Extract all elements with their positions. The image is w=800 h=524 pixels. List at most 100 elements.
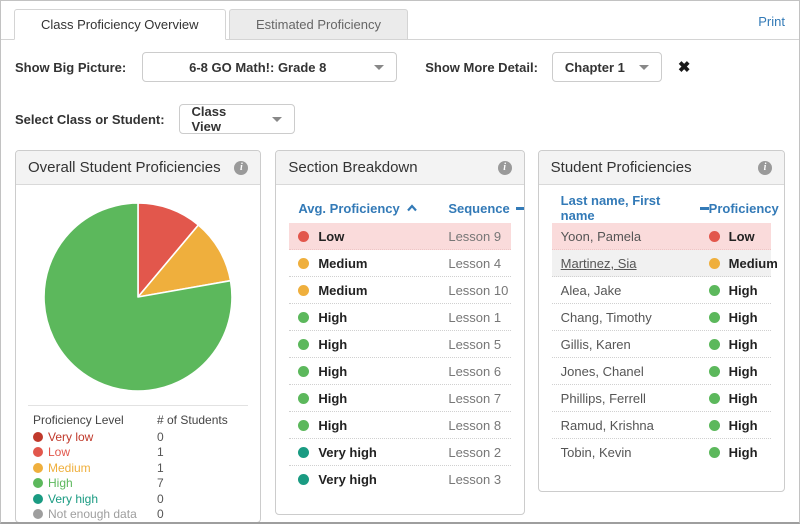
pie-slice-high[interactable] — [43, 202, 233, 392]
legend-count: 0 — [157, 429, 164, 444]
student-name-link[interactable]: Martinez, Sia — [560, 255, 637, 271]
sequence-label: Lesson 3 — [448, 472, 502, 487]
sequence-label: Lesson 2 — [448, 444, 502, 460]
table-row[interactable]: Very high Lesson 3 — [289, 466, 510, 493]
proficiency-label: Medium — [318, 282, 368, 298]
legend-item: Medium — [33, 461, 157, 475]
panel-title: Overall Student Proficiencies — [28, 159, 221, 176]
student-name-link[interactable]: Ramud, Krishna — [560, 417, 654, 433]
student-table-header: Last name, First name Proficiency — [552, 193, 779, 223]
more-detail-dropdown[interactable]: Chapter 1 — [551, 52, 662, 82]
proficiency-label: High — [318, 309, 348, 325]
table-row[interactable]: Yoon, Pamela Low — [551, 223, 771, 250]
student-name-link[interactable]: Phillips, Ferrell — [560, 390, 646, 406]
student-name-link[interactable]: Jones, Chanel — [560, 363, 644, 379]
table-row[interactable]: Medium Lesson 4 — [289, 250, 511, 277]
table-row[interactable]: High Lesson 1 — [289, 304, 511, 331]
more-detail-value: Chapter 1 — [564, 59, 625, 75]
student-name-cell: Alea, Jake — [561, 283, 709, 298]
table-row[interactable]: Alea, Jake High — [551, 277, 771, 304]
proficiency-cell: Medium — [708, 256, 778, 271]
student-name-cell: Gillis, Karen — [561, 337, 709, 352]
avg-proficiency-cell: Medium — [298, 256, 448, 271]
tab-class-proficiency-overview[interactable]: Class Proficiency Overview — [14, 9, 226, 40]
print-link[interactable]: Print — [758, 14, 785, 29]
table-row[interactable]: High Lesson 6 — [289, 358, 511, 385]
pie-slice-medium[interactable] — [137, 224, 232, 298]
big-picture-dropdown[interactable]: 6-8 GO Math!: Grade 8 — [142, 52, 398, 82]
legend-item: High — [33, 476, 157, 490]
high-dot — [298, 392, 310, 404]
high-dot — [298, 365, 310, 377]
proficiency-label: High — [728, 390, 758, 406]
big-picture-value: 6-8 GO Math!: Grade 8 — [189, 59, 327, 75]
legend-count: 0 — [157, 507, 164, 522]
legend-label: Very low — [48, 429, 94, 444]
legend-row: Not enough data 0 — [33, 507, 248, 523]
table-row[interactable]: Ramud, Krishna High — [551, 412, 771, 439]
tab-estimated-proficiency[interactable]: Estimated Proficiency — [228, 9, 408, 40]
proficiency-cell: High — [708, 390, 758, 406]
low-dot — [708, 230, 720, 242]
section-breakdown-panel: Section Breakdown i Avg. Proficiency Sequ… — [275, 150, 525, 515]
table-row[interactable]: High Lesson 8 — [289, 412, 511, 439]
legend-item: Very low — [33, 430, 157, 444]
class-student-label: Select Class or Student: — [15, 111, 165, 127]
pie-slice-low[interactable] — [137, 202, 200, 298]
avg-proficiency-cell: High — [298, 418, 448, 433]
student-name-link[interactable]: Tobin, Kevin — [560, 445, 632, 460]
clear-filter-icon[interactable]: ✖ — [677, 58, 691, 76]
info-icon[interactable]: i — [234, 160, 249, 175]
proficiency-label: High — [318, 363, 348, 379]
table-row[interactable]: High Lesson 5 — [289, 331, 511, 358]
section-table-body: Low Lesson 9 Medium Lesson 4 Medium Lesson 10… — [289, 223, 511, 493]
legend-count: 1 — [157, 460, 164, 475]
column-header-avg-proficiency[interactable]: Avg. Proficiency — [298, 201, 448, 216]
avg-proficiency-cell: High — [298, 391, 448, 406]
proficiency-cell: High — [708, 364, 758, 379]
table-row[interactable]: Very high Lesson 2 — [289, 439, 511, 466]
proficiency-cell: High — [708, 418, 758, 433]
table-row[interactable]: Gillis, Karen High — [551, 331, 771, 358]
high-dot — [33, 478, 43, 489]
table-row[interactable]: Medium Lesson 10 — [289, 277, 511, 304]
medium-dot — [298, 284, 310, 296]
sequence-label: Lesson 8 — [448, 417, 502, 433]
column-header-sequence[interactable]: Sequence — [448, 201, 524, 216]
legend-label: Low — [48, 445, 71, 460]
medium-dot — [708, 257, 720, 269]
panel-header: Overall Student Proficiencies i — [16, 151, 261, 185]
student-name-link[interactable]: Chang, Timothy — [560, 309, 652, 325]
proficiency-cell: High — [708, 445, 758, 460]
student-name-link[interactable]: Alea, Jake — [560, 282, 622, 298]
medium-dot — [33, 462, 43, 473]
high-dot — [708, 365, 720, 377]
student-name-cell: Phillips, Ferrell — [561, 391, 709, 406]
class-student-dropdown[interactable]: Class View — [178, 104, 295, 134]
proficiency-label: Low — [728, 228, 755, 244]
table-row[interactable]: Martinez, Sia Medium — [551, 250, 778, 277]
proficiency-pie-chart — [16, 199, 260, 395]
sequence-label: Lesson 4 — [448, 255, 502, 271]
low-dot — [298, 230, 310, 242]
info-icon[interactable]: i — [758, 160, 772, 175]
student-name-link[interactable]: Yoon, Pamela — [560, 228, 642, 244]
table-row[interactable]: High Lesson 7 — [289, 385, 511, 412]
table-row[interactable]: Chang, Timothy High — [551, 304, 771, 331]
tab-label: Class Proficiency Overview — [41, 17, 199, 32]
student-name-cell: Ramud, Krishna — [561, 418, 709, 433]
column-header-last-name-first-name[interactable]: Last name, First name — [561, 193, 709, 223]
sequence-label: Lesson 5 — [448, 336, 502, 352]
sequence-label: Lesson 1 — [448, 309, 502, 325]
table-row[interactable]: Low Lesson 9 — [289, 223, 511, 250]
more-detail-label: Show More Detail: — [425, 59, 538, 75]
column-header-proficiency[interactable]: Proficiency — [709, 201, 784, 216]
student-name-link[interactable]: Gillis, Karen — [560, 336, 631, 352]
legend-item: Not enough data — [33, 507, 157, 521]
table-row[interactable]: Jones, Chanel High — [551, 358, 771, 385]
info-icon[interactable]: i — [497, 160, 512, 175]
very-low-dot — [33, 431, 43, 442]
table-row[interactable]: Phillips, Ferrell High — [551, 385, 771, 412]
table-row[interactable]: Tobin, Kevin High — [552, 439, 771, 466]
